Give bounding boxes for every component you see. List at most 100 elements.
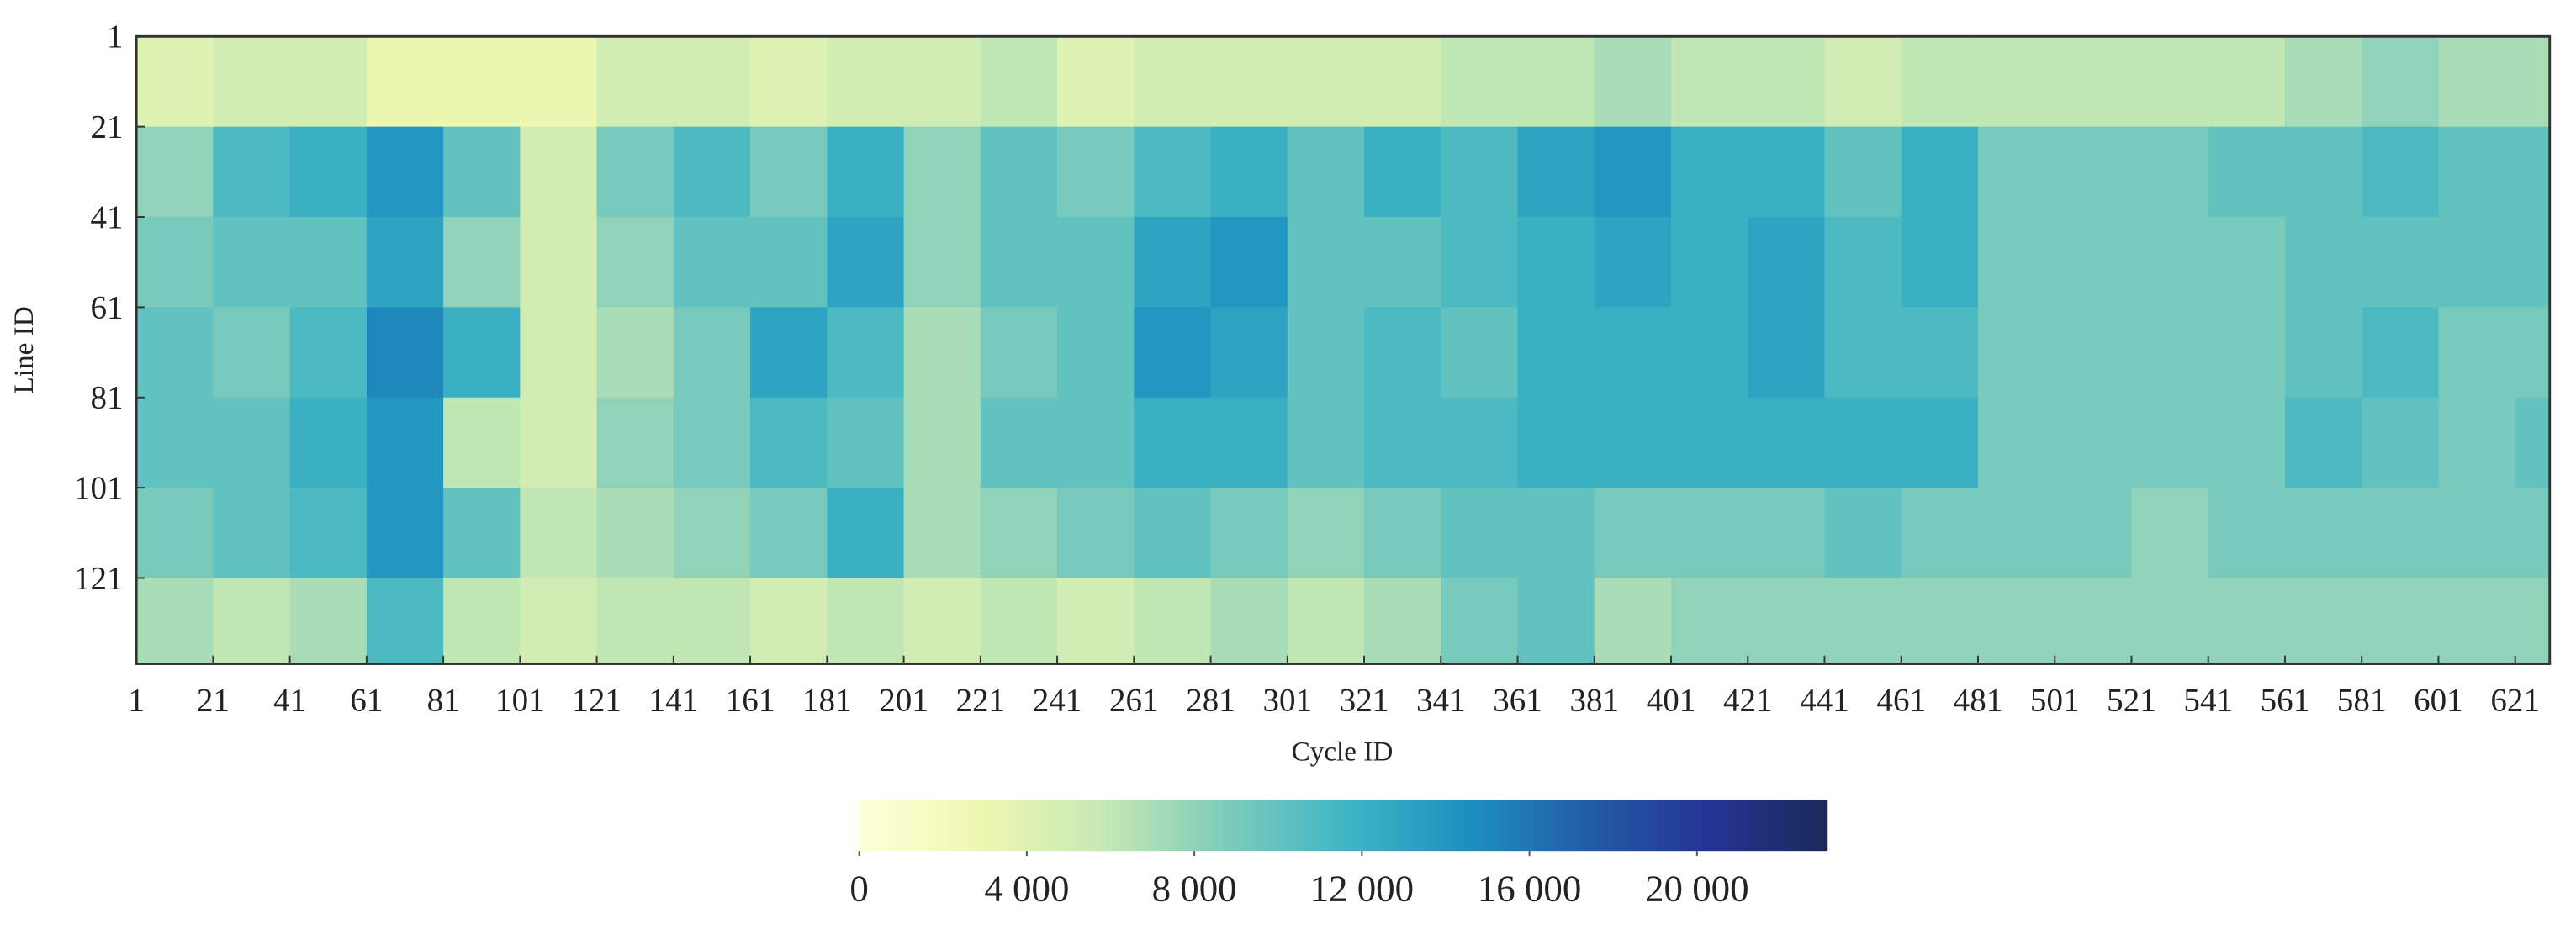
heatmap-cell [1671, 217, 1748, 308]
heatmap-cell [136, 36, 214, 128]
heatmap-cell [520, 126, 598, 218]
heatmap-cell [2131, 488, 2209, 579]
x-tick-label: 581 [2337, 682, 2387, 718]
heatmap-cell [2284, 217, 2362, 308]
heatmap-cell [2208, 126, 2286, 218]
x-tick-label: 521 [2107, 682, 2156, 718]
heatmap-cell [1287, 217, 1365, 308]
x-tick-label: 401 [1647, 682, 1696, 718]
heatmap-cell [289, 488, 368, 579]
heatmap-cell [1977, 578, 2055, 665]
heatmap-cell [366, 397, 444, 488]
heatmap-cell [136, 397, 214, 488]
heatmap-cell [366, 488, 444, 579]
heatmap-cell [1364, 578, 1441, 665]
heatmap-cell [2208, 36, 2286, 128]
x-tick-label: 441 [1800, 682, 1849, 718]
x-tick-label: 321 [1340, 682, 1389, 718]
heatmap-cell [213, 307, 291, 399]
heatmap-cell [2362, 126, 2440, 218]
heatmap-cell [1057, 36, 1135, 128]
heatmap-cell [2055, 217, 2133, 308]
x-axis-label: Cycle ID [1292, 737, 1394, 768]
heatmap-cell [673, 36, 751, 128]
heatmap-cell [2438, 397, 2516, 488]
heatmap-cell [2515, 36, 2551, 128]
heatmap-cell [903, 397, 981, 488]
heatmap-cell [213, 488, 291, 579]
x-tick-label: 501 [2030, 682, 2080, 718]
heatmap-cell [2284, 126, 2362, 218]
heatmap-cell [2208, 578, 2286, 665]
heatmap-cell [1977, 307, 2055, 399]
heatmap-cell [520, 488, 598, 579]
x-tick-label: 301 [1262, 682, 1312, 718]
heatmap-cell [443, 217, 521, 308]
heatmap-cell [673, 488, 751, 579]
heatmap-cell [596, 488, 674, 579]
x-tick-label: 101 [495, 682, 545, 718]
heatmap-cell [289, 36, 368, 128]
heatmap-cell [827, 126, 905, 218]
heatmap-cell [2208, 217, 2286, 308]
heatmap-cell [1287, 488, 1365, 579]
heatmap-cell [1671, 126, 1748, 218]
heatmap-cell [1977, 217, 2055, 308]
heatmap-cell [980, 307, 1058, 399]
heatmap-cell [136, 578, 214, 665]
heatmap-cell [366, 578, 444, 665]
heatmap-cell [980, 578, 1058, 665]
heatmap-cell [1441, 488, 1519, 579]
heatmap-cell [136, 126, 214, 218]
heatmap-cell [980, 217, 1058, 308]
x-tick-label: 201 [879, 682, 928, 718]
x-tick-label: 281 [1186, 682, 1235, 718]
heatmap-cell [1748, 578, 1826, 665]
heatmap-cell [366, 217, 444, 308]
heatmap-cell [980, 126, 1058, 218]
heatmap-cell [1210, 397, 1288, 488]
heatmap-cell [289, 578, 368, 665]
heatmap-cell [750, 488, 828, 579]
x-tick-label: 161 [726, 682, 775, 718]
heatmap-cell [1671, 36, 1748, 128]
heatmap-cell [1364, 397, 1441, 488]
y-tick-label: 61 [90, 289, 123, 325]
y-tick-label: 21 [90, 109, 123, 145]
heatmap-cell [980, 488, 1058, 579]
y-tick-label: 81 [90, 380, 123, 416]
y-tick-label: 101 [74, 470, 124, 506]
heatmap-cell [2208, 307, 2286, 399]
heatmap-cell [1671, 397, 1748, 488]
heatmap-cell [596, 578, 674, 665]
heatmap-cell [1134, 126, 1212, 218]
x-tick-label: 21 [197, 682, 230, 718]
heatmap-cell [1748, 307, 1826, 399]
x-tick-label: 421 [1723, 682, 1773, 718]
heatmap-cell [443, 488, 521, 579]
heatmap-cell [213, 36, 291, 128]
heatmap-cell [1671, 307, 1748, 399]
heatmap-cell [213, 397, 291, 488]
heatmap-cell [136, 307, 214, 399]
heatmap-cell [520, 578, 598, 665]
heatmap-cell [903, 488, 981, 579]
heatmap-cell [1901, 217, 1979, 308]
heatmap-cell [1057, 217, 1135, 308]
heatmap-cell [1210, 126, 1288, 218]
heatmap-cell [2055, 488, 2133, 579]
heatmap-cell [2438, 217, 2516, 308]
heatmap-cell [1824, 397, 1902, 488]
heatmap-cell [2055, 307, 2133, 399]
x-tick-label: 361 [1493, 682, 1542, 718]
heatmap-cell [1441, 126, 1519, 218]
heatmap-cell [596, 307, 674, 399]
heatmap-cell [673, 578, 751, 665]
heatmap-cell [1977, 126, 2055, 218]
heatmap-cell [1364, 217, 1441, 308]
heatmap-cell [1287, 578, 1365, 665]
heatmap-cell [2515, 578, 2551, 665]
heatmap-cell [1517, 397, 1595, 488]
heatmap-cell [1210, 307, 1288, 399]
